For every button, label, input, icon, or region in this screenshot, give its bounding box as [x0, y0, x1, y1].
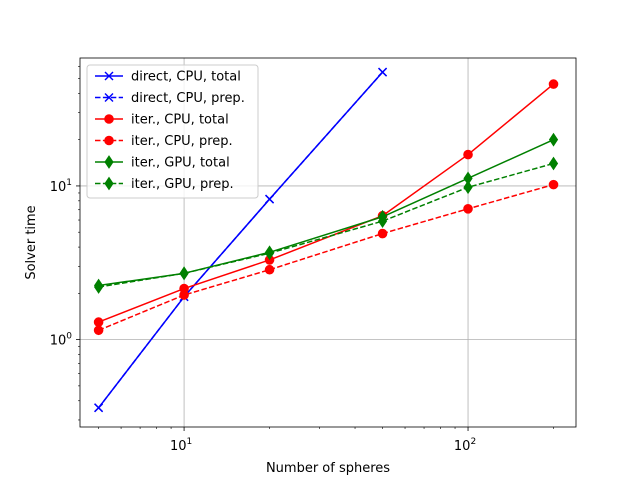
series-group	[93, 179, 559, 336]
data-point	[377, 214, 388, 229]
data-point	[264, 246, 275, 261]
x-tick-label-exponent: 2	[470, 437, 476, 447]
marker-stroke	[378, 67, 388, 77]
data-point	[93, 325, 104, 336]
data-point	[548, 156, 559, 171]
legend-label: iter., GPU, prep.	[131, 177, 234, 192]
data-point	[179, 290, 189, 300]
data-point	[265, 194, 275, 204]
data-point	[463, 203, 473, 214]
legend-label: iter., CPU, prep.	[131, 134, 233, 149]
y-tick-label-exponent: 1	[66, 178, 72, 188]
series-group	[93, 156, 559, 294]
legend-entry: direct, CPU, prep.	[95, 91, 245, 106]
x-tick-label: 101	[170, 437, 192, 454]
legend-box	[86, 64, 259, 199]
y-axis-label: Solver time	[24, 205, 39, 279]
series-line	[98, 162, 554, 288]
data-point	[548, 79, 559, 89]
data-point	[548, 132, 559, 147]
x-tick-label-exponent: 1	[186, 437, 192, 447]
data-point	[179, 266, 189, 281]
x-tick-label-base: 10	[454, 439, 471, 454]
legend: direct, CPU, total direct, CPU, prep. iter…	[86, 64, 259, 199]
legend-label: direct, CPU, total	[131, 70, 241, 85]
legend-label: iter., GPU, total	[131, 156, 230, 171]
marker-stroke	[94, 403, 104, 413]
data-point	[463, 149, 473, 160]
legend-marker	[104, 71, 114, 81]
legend-entry: iter., GPU, prep.	[95, 176, 234, 192]
data-point	[378, 67, 388, 77]
legend-marker	[104, 135, 114, 146]
y-tick-label-exponent: 0	[66, 332, 72, 342]
series-line	[98, 183, 554, 331]
plot-frame	[79, 57, 577, 428]
marker-stroke	[265, 194, 275, 204]
legend-entry: iter., CPU, total	[95, 113, 229, 128]
data-point	[93, 280, 104, 294]
marker-stroke	[104, 93, 114, 102]
series-layer	[93, 67, 559, 413]
data-point	[264, 264, 275, 275]
x-tick-label-base: 10	[170, 439, 187, 454]
x-axis-label: Number of spheres	[266, 461, 390, 476]
y-tick-label: 100	[50, 332, 73, 349]
legend-marker	[104, 114, 114, 124]
legend-marker	[104, 93, 114, 102]
y-tick-label-base: 10	[50, 334, 67, 349]
x-tick-label: 102	[454, 437, 476, 454]
legend-marker	[104, 176, 114, 191]
data-point	[94, 403, 104, 413]
y-tick-label: 101	[50, 178, 72, 195]
data-point	[377, 228, 388, 239]
legend-marker	[104, 155, 114, 169]
legend-entry: direct, CPU, total	[95, 70, 241, 85]
legend-entry: iter., CPU, prep.	[95, 134, 233, 149]
legend-label: direct, CPU, prep.	[131, 91, 245, 106]
series-line	[98, 71, 384, 409]
legend-label: iter., CPU, total	[131, 113, 229, 128]
data-point	[548, 179, 559, 190]
y-tick-label-base: 10	[50, 180, 67, 195]
data-point	[463, 180, 473, 195]
marker-stroke	[104, 71, 114, 81]
legend-entry: iter., GPU, total	[95, 155, 230, 171]
data-point	[93, 317, 104, 327]
